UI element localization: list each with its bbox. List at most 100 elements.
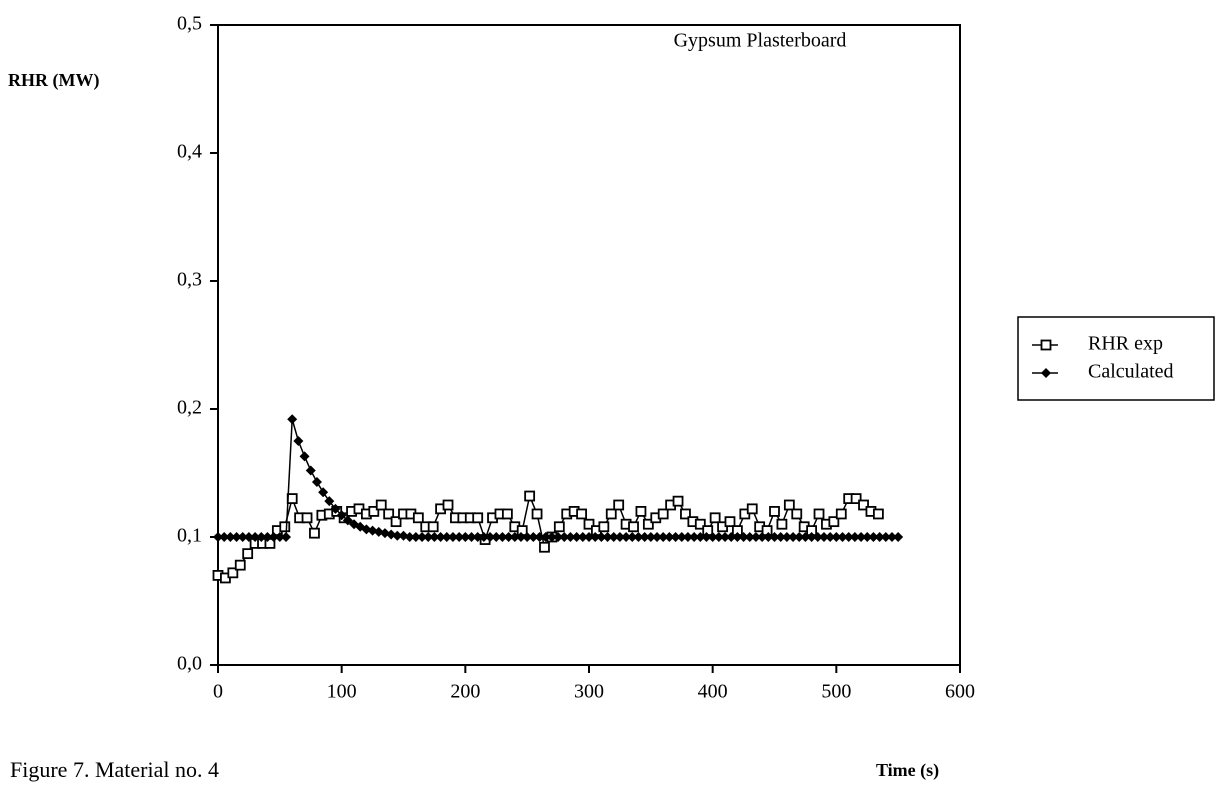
legend-label: Calculated bbox=[1088, 361, 1174, 383]
marker-square bbox=[524, 490, 536, 502]
marker-square bbox=[746, 503, 758, 515]
marker-diamond bbox=[652, 532, 663, 542]
marker-square bbox=[872, 508, 884, 520]
marker-diamond bbox=[454, 532, 465, 542]
marker-diamond bbox=[769, 532, 780, 542]
x-tick-label: 200 bbox=[450, 681, 480, 703]
marker-diamond bbox=[806, 532, 817, 542]
marker-square bbox=[442, 499, 454, 511]
marker-diamond bbox=[404, 532, 415, 542]
marker-diamond bbox=[732, 532, 743, 542]
marker-square bbox=[427, 521, 439, 533]
marker-diamond bbox=[299, 451, 310, 462]
marker-diamond bbox=[324, 496, 335, 507]
marker-diamond bbox=[305, 465, 316, 476]
marker-diamond bbox=[262, 532, 273, 542]
marker-diamond bbox=[590, 532, 601, 542]
marker-diamond bbox=[571, 532, 582, 542]
legend-marker bbox=[1040, 339, 1052, 351]
marker-diamond bbox=[559, 532, 570, 542]
marker-diamond bbox=[584, 532, 594, 542]
marker-square bbox=[776, 518, 788, 530]
marker-diamond bbox=[726, 532, 737, 542]
marker-diamond bbox=[509, 532, 520, 542]
marker-diamond bbox=[862, 532, 873, 542]
y-tick-label: 0,0 bbox=[177, 653, 202, 675]
marker-diamond bbox=[639, 532, 650, 542]
marker-diamond bbox=[856, 532, 867, 542]
marker-square bbox=[472, 512, 484, 524]
marker-square bbox=[539, 541, 550, 553]
marker-diamond bbox=[818, 532, 829, 542]
marker-square bbox=[850, 493, 862, 505]
marker-diamond bbox=[281, 532, 292, 542]
y-tick-label: 0,2 bbox=[177, 397, 202, 419]
x-axis-label: Time (s) bbox=[876, 760, 939, 781]
marker-diamond bbox=[268, 532, 279, 542]
caption: Figure 7. Material no. 4 bbox=[10, 757, 219, 782]
marker-diamond bbox=[800, 532, 811, 542]
marker-diamond bbox=[293, 436, 304, 446]
marker-diamond bbox=[311, 476, 322, 487]
marker-square bbox=[694, 518, 706, 530]
marker-diamond bbox=[614, 532, 625, 542]
marker-diamond bbox=[503, 532, 514, 542]
marker-diamond bbox=[645, 532, 656, 542]
marker-diamond bbox=[689, 532, 700, 542]
marker-diamond bbox=[534, 532, 545, 542]
y-tick-label: 0,1 bbox=[177, 525, 202, 547]
marker-diamond bbox=[627, 532, 638, 542]
marker-square bbox=[234, 559, 246, 571]
marker-diamond bbox=[441, 532, 452, 542]
marker-diamond bbox=[837, 532, 848, 542]
marker-diamond bbox=[274, 532, 285, 542]
marker-diamond bbox=[763, 532, 774, 542]
marker-square bbox=[309, 527, 320, 539]
marker-square bbox=[724, 516, 736, 528]
marker-square bbox=[501, 508, 513, 520]
marker-square bbox=[279, 521, 291, 533]
marker-square bbox=[368, 505, 380, 517]
marker-diamond bbox=[287, 414, 298, 425]
marker-diamond bbox=[447, 532, 458, 542]
marker-square bbox=[709, 512, 721, 524]
marker-square bbox=[813, 508, 825, 520]
marker-diamond bbox=[608, 532, 619, 542]
marker-diamond bbox=[781, 532, 792, 542]
marker-diamond bbox=[886, 532, 897, 542]
marker-square bbox=[642, 518, 654, 530]
marker-diamond bbox=[621, 532, 632, 542]
marker-diamond bbox=[546, 532, 557, 542]
marker-square bbox=[412, 512, 424, 524]
marker-diamond bbox=[757, 532, 768, 542]
x-tick-label: 0 bbox=[213, 681, 223, 703]
marker-diamond bbox=[342, 515, 353, 526]
legend-box bbox=[1017, 316, 1215, 401]
x-tick-label: 500 bbox=[821, 681, 851, 703]
x-tick-label: 600 bbox=[945, 681, 975, 703]
x-tick-label: 300 bbox=[574, 681, 604, 703]
marker-square bbox=[576, 508, 587, 520]
marker-diamond bbox=[843, 532, 854, 542]
marker-diamond bbox=[250, 532, 261, 542]
marker-diamond bbox=[466, 532, 477, 542]
marker-square bbox=[583, 518, 595, 530]
marker-diamond bbox=[738, 532, 749, 542]
marker-diamond bbox=[874, 532, 885, 542]
marker-square bbox=[390, 516, 402, 528]
legend-marker bbox=[1041, 368, 1051, 378]
marker-diamond bbox=[794, 532, 805, 542]
marker-square bbox=[605, 508, 617, 520]
marker-diamond bbox=[435, 532, 446, 542]
y-tick-label: 0,3 bbox=[177, 269, 202, 291]
marker-diamond bbox=[553, 532, 564, 542]
marker-diamond bbox=[460, 532, 471, 542]
marker-diamond bbox=[318, 487, 329, 498]
marker-diamond bbox=[429, 532, 440, 542]
marker-diamond bbox=[602, 532, 613, 542]
marker-square bbox=[835, 508, 847, 520]
annotation: Gypsum Plasterboard bbox=[674, 30, 847, 52]
marker-diamond bbox=[410, 532, 421, 542]
y-axis-label: RHR (MW) bbox=[8, 70, 99, 91]
